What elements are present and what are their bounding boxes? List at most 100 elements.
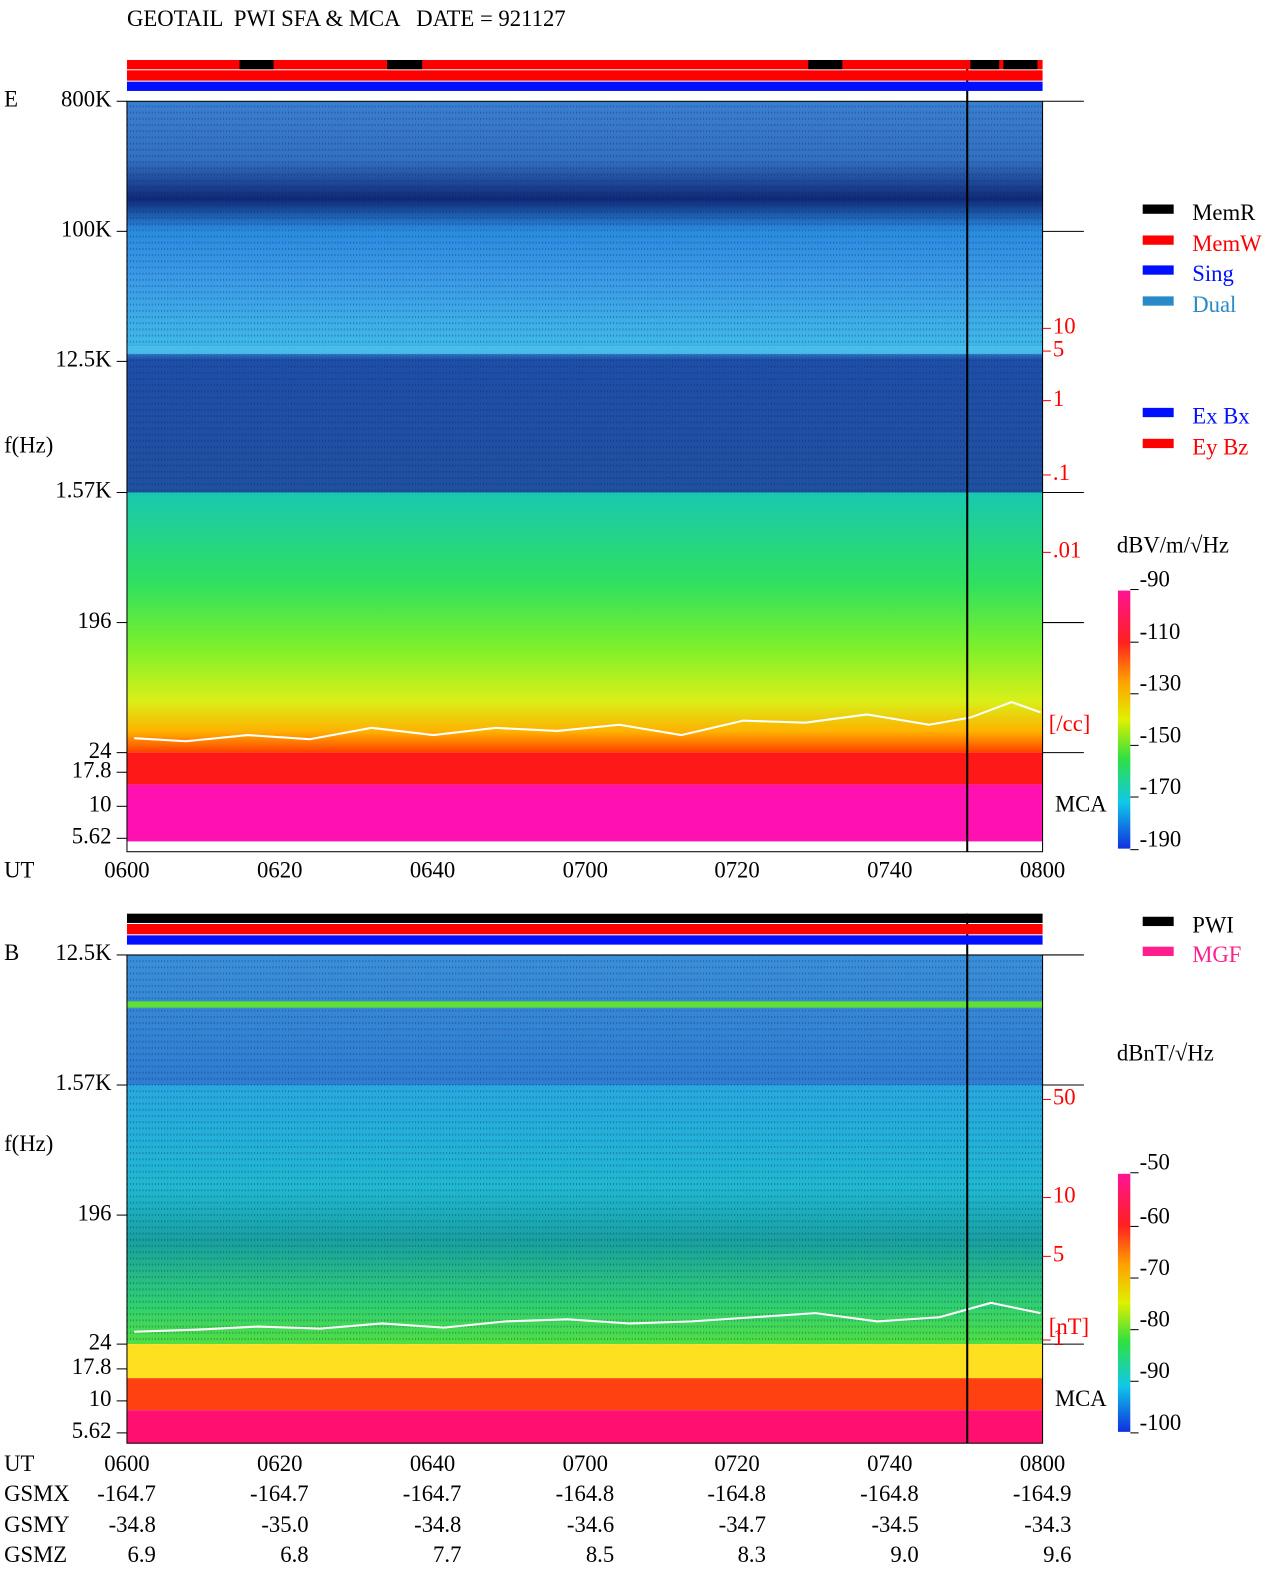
density-tick-label: .01 (1053, 538, 1081, 563)
orbit-label: GSMX (4, 1481, 70, 1506)
colorbar-unit: dBV/m/√Hz (1117, 532, 1229, 557)
orbit-value: 9.6 (1043, 1542, 1071, 1567)
density-tick-label: 5 (1053, 336, 1064, 361)
y-tick-label: 12.5K (55, 347, 112, 372)
legend-swatch (1142, 204, 1174, 214)
density-tick-label: 10 (1053, 1183, 1076, 1208)
mca-label: MCA (1055, 792, 1107, 817)
panel-label: E (4, 86, 18, 111)
legend-label: PWI (1192, 912, 1234, 937)
legend-label: Ex Bx (1192, 403, 1250, 428)
x-tick-label: 0800 (1020, 1451, 1065, 1476)
density-tick-label: 50 (1053, 1085, 1076, 1110)
density-tick-label: [/cc] (1049, 711, 1091, 736)
y-tick-label: 24 (89, 1329, 112, 1354)
y-tick-label: 196 (77, 608, 111, 633)
legend-swatch (1142, 296, 1174, 306)
orbit-value: -34.6 (567, 1512, 614, 1537)
x-tick-label: 0600 (104, 858, 149, 883)
colorbar-tick-label: -170 (1140, 774, 1182, 799)
colorbar-unit: dBnT/√Hz (1117, 1040, 1214, 1065)
orbit-value: 9.0 (890, 1542, 918, 1567)
x-tick-label: 0640 (410, 858, 455, 883)
legend-swatch (1142, 438, 1174, 449)
orbit-value: -164.7 (250, 1481, 309, 1506)
legend-label: Sing (1192, 261, 1234, 286)
colorbar-tick-label: -80 (1140, 1307, 1170, 1332)
y-tick-label: 10 (89, 1386, 112, 1411)
x-axis-title: UT (4, 1451, 34, 1476)
y-tick-label: 800K (61, 86, 112, 111)
frames (126, 100, 1044, 1444)
legend-label: Ey Bz (1192, 434, 1248, 459)
orbit-value: 8.5 (586, 1542, 614, 1567)
y-axis-title: f(Hz) (4, 1131, 53, 1156)
density-tick-label: 10 (1053, 314, 1076, 339)
density-tick-label: .1 (1053, 460, 1070, 485)
x-tick-label: 0800 (1020, 858, 1065, 883)
mca-label: MCA (1055, 1386, 1107, 1411)
orbit-value: -164.7 (97, 1481, 156, 1506)
colorbar-tick-label: -50 (1140, 1150, 1170, 1175)
title: GEOTAIL PWI SFA & MCA DATE = 921127 (127, 6, 566, 31)
orbit-value: -34.7 (719, 1512, 766, 1537)
status-bars (126, 59, 1043, 945)
y-tick-label: 100K (61, 217, 112, 242)
y-tick-label: 5.62 (72, 824, 112, 849)
legend-swatch (1142, 407, 1174, 418)
colorbar-tick-label: -110 (1140, 619, 1181, 644)
density-tick-label: 5 (1053, 1242, 1064, 1267)
orbit-value: -164.8 (707, 1481, 766, 1506)
orbit-value: -164.8 (860, 1481, 919, 1506)
x-tick-label: 0620 (257, 858, 302, 883)
x-tick-label: 0700 (563, 1451, 608, 1476)
colorbar-tick-label: -90 (1140, 566, 1170, 591)
orbit-value: 7.7 (433, 1542, 461, 1567)
orbit-value: -164.7 (403, 1481, 462, 1506)
y-tick-label: 1.57K (55, 478, 112, 503)
colorbar-tick-label: -150 (1140, 722, 1182, 747)
legend-swatch (1142, 235, 1174, 245)
orbit-label: GSMY (4, 1512, 70, 1537)
y-tick-label: 1.57K (55, 1070, 112, 1095)
colorbar-tick-label: -100 (1140, 1410, 1182, 1435)
panel-label: B (4, 940, 19, 965)
orbit-label: GSMZ (4, 1542, 67, 1567)
legend-label: MemW (1192, 231, 1262, 256)
density-tick-label: 1 (1053, 386, 1064, 411)
orbit-value: -34.8 (414, 1512, 461, 1537)
legend-label: MGF (1192, 942, 1241, 967)
orbit-value: 6.8 (280, 1542, 308, 1567)
orbit-value: -34.8 (109, 1512, 156, 1537)
x-axis-title: UT (4, 858, 34, 883)
colorbar-tick-label: -70 (1140, 1255, 1170, 1280)
colorbar-tick-label: -60 (1140, 1203, 1170, 1228)
colorbar-tick-label: -90 (1140, 1358, 1170, 1383)
legend-swatch (1142, 916, 1174, 927)
colorbar-tick-label: -190 (1140, 827, 1182, 852)
colorbar-b (1117, 1173, 1131, 1432)
legend-label: MemR (1192, 200, 1256, 225)
y-tick-label: 12.5K (55, 940, 112, 965)
y-tick-label: 10 (89, 792, 112, 817)
orbit-value: -164.8 (556, 1481, 615, 1506)
legend-swatch (1142, 946, 1174, 956)
y-axis-title: f(Hz) (4, 432, 53, 457)
colorbar-tick-label: -130 (1140, 671, 1182, 696)
x-tick-label: 0640 (410, 1451, 455, 1476)
legend-label: Dual (1192, 292, 1236, 317)
spectrogram-b (126, 954, 1043, 1444)
y-tick-label: 17.8 (72, 757, 112, 782)
x-tick-label: 0740 (867, 858, 912, 883)
y-tick-label: 17.8 (72, 1354, 112, 1379)
x-tick-label: 0720 (714, 858, 759, 883)
orbit-value: -35.0 (261, 1512, 308, 1537)
spectrogram-e (126, 101, 1043, 842)
colorbar-e (1117, 590, 1131, 849)
x-tick-label: 0620 (257, 1451, 302, 1476)
legend-swatch (1142, 265, 1174, 275)
x-tick-label: 0740 (867, 1451, 912, 1476)
density-tick-label: [nT] (1049, 1314, 1089, 1339)
